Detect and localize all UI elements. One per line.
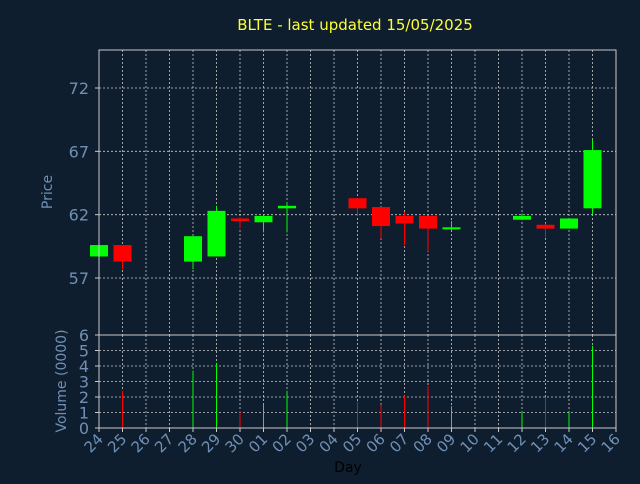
grid-lines: [99, 50, 616, 428]
candle-body: [113, 245, 132, 262]
x-tick-label: 09: [433, 430, 459, 456]
x-tick-label: 30: [222, 430, 248, 456]
candle-13: [536, 223, 555, 238]
x-tick-label: 08: [410, 430, 436, 456]
x-tick-label: 03: [292, 430, 318, 456]
chart-title: BLTE - last updated 15/05/2025: [237, 16, 473, 34]
candle-body: [395, 215, 414, 224]
volume-tick-label: 6: [79, 326, 89, 345]
candle-09: [442, 221, 461, 230]
candle-body: [278, 205, 296, 209]
candle-01: [254, 214, 273, 233]
x-tick-label: 07: [386, 430, 412, 456]
candle-15: [583, 139, 602, 215]
candle-body: [513, 215, 531, 220]
candle-body: [372, 207, 390, 227]
candle-body: [207, 210, 226, 257]
candle-body: [254, 215, 273, 223]
candle-07: [395, 212, 414, 246]
volume-bars: [122, 345, 593, 428]
x-tick-label: 26: [128, 430, 154, 456]
x-tick-label: 13: [527, 430, 553, 456]
candle-body: [583, 150, 602, 209]
x-tick-label: 01: [245, 430, 271, 456]
price-tick-label: 62: [69, 206, 89, 225]
candle-05: [348, 198, 367, 216]
price-tick-label: 67: [69, 142, 89, 161]
x-tick-label: 06: [363, 430, 389, 456]
price-tick-label: 57: [69, 269, 89, 288]
candle-08: [419, 215, 437, 252]
volume-tick-label: 2: [79, 388, 89, 407]
candle-body: [419, 215, 437, 229]
x-tick-label: 12: [504, 430, 530, 456]
candle-28: [184, 236, 202, 270]
x-tick-label: 02: [269, 430, 295, 456]
axes: 5762677201234562425262728293001020304050…: [69, 49, 624, 456]
candle-02: [278, 202, 296, 233]
candle-body: [184, 236, 202, 262]
x-tick-label: 05: [339, 430, 365, 456]
candle-body: [536, 224, 555, 229]
x-tick-label: 25: [104, 430, 130, 456]
candle-14: [560, 218, 578, 229]
candle-body: [442, 227, 461, 230]
candle-body: [560, 218, 578, 229]
candle-29: [207, 205, 226, 257]
price-candles: [90, 139, 602, 270]
candle-25: [113, 245, 132, 270]
x-tick-label: 16: [598, 430, 624, 456]
price-panel-frame: [98, 49, 617, 336]
x-axis-label: Day: [334, 460, 362, 476]
volume-tick-label: 4: [79, 357, 89, 376]
x-tick-label: 29: [198, 430, 224, 456]
volume-tick-label: 1: [79, 404, 89, 423]
price-tick-label: 72: [69, 79, 89, 98]
volume-tick-label: 5: [79, 342, 89, 361]
x-tick-label: 15: [574, 430, 600, 456]
candle-06: [372, 207, 390, 239]
volume-tick-label: 0: [79, 419, 89, 438]
x-tick-label: 11: [480, 430, 506, 456]
x-tick-label: 04: [316, 430, 342, 456]
volume-tick-label: 3: [79, 373, 89, 392]
price-axis-label: Price: [40, 175, 56, 209]
candle-body: [348, 198, 367, 209]
x-tick-label: 27: [151, 430, 177, 456]
x-tick-label: 10: [457, 430, 483, 456]
x-tick-label: 14: [551, 430, 577, 456]
volume-axis-label: Volume (0000): [54, 329, 70, 432]
candle-body: [231, 218, 249, 221]
candle-12: [513, 213, 531, 220]
x-tick-label: 28: [175, 430, 201, 456]
candle-30: [231, 217, 249, 229]
